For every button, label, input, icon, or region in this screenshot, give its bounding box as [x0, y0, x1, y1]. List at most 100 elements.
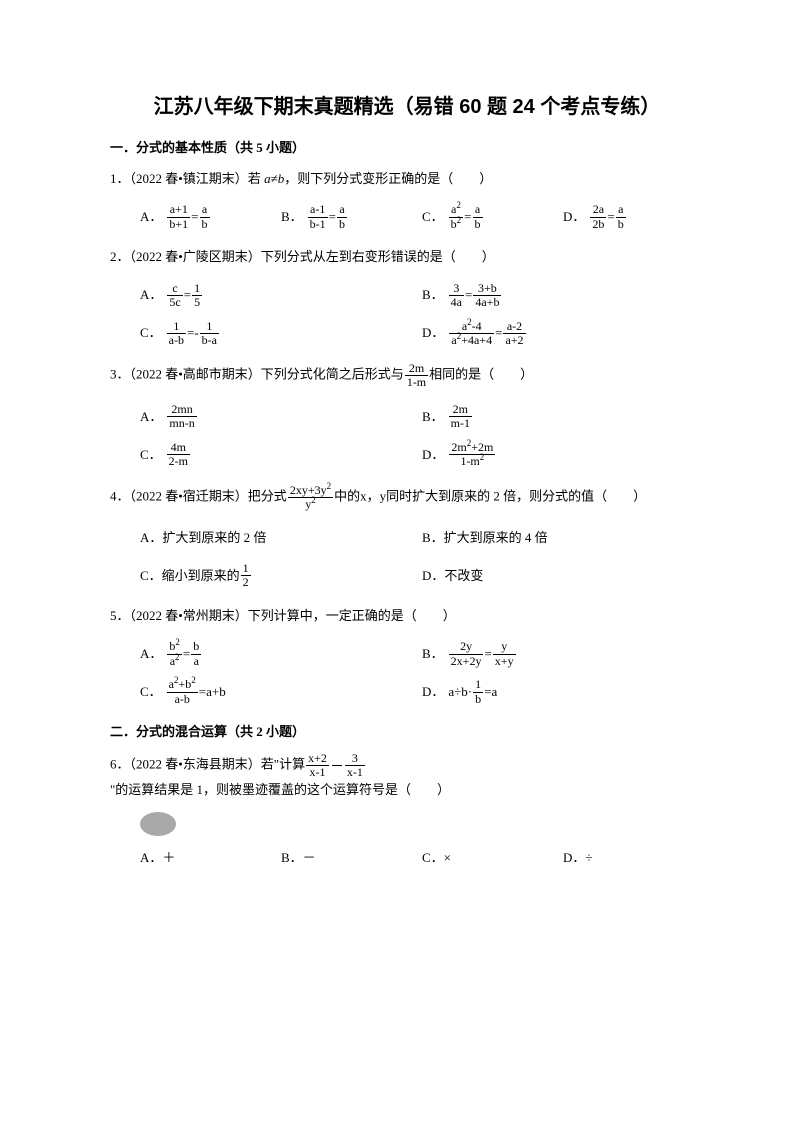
fraction: 1b-a [200, 320, 219, 347]
q1-stem: 1．（2022 春•镇江期末）若 a≠b，则下列分式变形正确的是（ ） [110, 168, 704, 190]
opt-label: A． [140, 406, 162, 428]
opt-label: B． [281, 206, 303, 228]
fraction: x+2x-1 [306, 752, 329, 779]
q1-stem-mid: a≠b [264, 171, 284, 186]
fraction: b2a2 [167, 640, 182, 667]
numer: 1 [473, 678, 483, 692]
numer: a2+b2 [167, 678, 198, 692]
opt-label: A． [140, 284, 162, 306]
eq: = [183, 643, 190, 665]
q6-stem-post: "的运算结果是 1，则被墨迹覆盖的这个运算符号是（ ） [110, 782, 450, 797]
eq: = [184, 284, 191, 306]
q3-stem-post: 相同的是（ ） [429, 367, 533, 382]
fraction: ab [200, 203, 210, 230]
q5-opt-a: A． b2a2=ba [140, 635, 422, 673]
numer: 2m [405, 362, 428, 376]
denom: 2 [241, 576, 251, 589]
denom: b [473, 218, 483, 231]
denom: y2 [288, 498, 333, 511]
q1-opt-c: C． a2b2=ab [422, 198, 563, 236]
opt-label: A． [140, 206, 162, 228]
numer: a [200, 203, 210, 217]
q4-opt-b: B．扩大到原来的 4 倍 [422, 519, 704, 557]
eq: = [464, 206, 471, 228]
fraction: a+1b+1 [167, 203, 190, 230]
q2-opt-c: C． 1a-b=-1b-a [140, 314, 422, 352]
numer: 1 [200, 320, 219, 334]
numer: 1 [167, 320, 186, 334]
blank-op [332, 765, 342, 766]
eq: = [329, 206, 336, 228]
eq: = [191, 206, 198, 228]
denom: 5 [192, 296, 202, 309]
q1-opt-d: D． 2a2b=ab [563, 198, 704, 236]
fraction: ab [473, 203, 483, 230]
denom: b-a [200, 334, 219, 347]
post: =a [484, 681, 497, 703]
numer: 2mn [167, 403, 196, 417]
fraction: 2xy+3y2y2 [288, 484, 333, 511]
opt-label: D． [563, 206, 585, 228]
numer: 1 [192, 282, 202, 296]
denom: a-b [167, 693, 198, 706]
numer: a [473, 203, 483, 217]
opt-label: D． [422, 681, 444, 703]
denom: x+y [493, 655, 516, 668]
opt-label: B． [422, 406, 444, 428]
fraction: c5c [167, 282, 182, 309]
opt-label: C． [140, 322, 162, 344]
q2-options: A． c5c=15 B． 34a=3+b4a+b C． 1a-b=-1b-a D… [140, 276, 704, 352]
eq: = [607, 206, 614, 228]
fraction: a-1b-1 [308, 203, 328, 230]
opt-label: D． [422, 444, 444, 466]
denom: x-1 [306, 766, 329, 779]
ink-blot [140, 812, 176, 836]
opt-label: C． [140, 444, 162, 466]
q6-opt-c: C．× [422, 840, 563, 878]
denom: 1-m2 [449, 455, 495, 468]
numer: x+2 [306, 752, 329, 766]
denom: b [200, 218, 210, 231]
fraction: 2m2+2m1-m2 [449, 441, 495, 468]
denom: a-b [167, 334, 186, 347]
post: =a+b [199, 681, 226, 703]
fraction: ab [616, 203, 626, 230]
denom: 4a [449, 296, 464, 309]
pre: a÷b· [448, 681, 472, 703]
denom: 1-m [405, 376, 428, 389]
denom: a [191, 655, 201, 668]
fraction: 2m1-m [405, 362, 428, 389]
eq: =- [187, 322, 199, 344]
eq: = [484, 643, 491, 665]
question-2: 2．（2022 春•广陵区期末）下列分式从左到右变形错误的是（ ） A． c5c… [110, 246, 704, 352]
opt-label: B． [422, 284, 444, 306]
q5-stem: 5．（2022 春•常州期末）下列计算中，一定正确的是（ ） [110, 605, 704, 627]
q5-opt-d: D． a÷b·1b=a [422, 673, 704, 711]
opt-label: C． [422, 206, 444, 228]
denom: b-1 [308, 218, 328, 231]
fraction: 1b [473, 678, 483, 705]
fraction: 1a-b [167, 320, 186, 347]
q4-c-pre: C．缩小到原来的 [140, 565, 240, 587]
fraction: yx+y [493, 640, 516, 667]
q6-opt-d: D．÷ [563, 840, 704, 878]
fraction: 4m2-m [167, 441, 190, 468]
q4-opt-d: D．不改变 [422, 557, 704, 595]
q5-options: A． b2a2=ba B． 2y2x+2y=yx+y C． a2+b2a-b=a… [140, 635, 704, 711]
denom: b [616, 218, 626, 231]
numer: c [167, 282, 182, 296]
question-6: 6．（2022 春•东海县期末）若"计算x+2x-13x-1"的运算结果是 1，… [110, 752, 704, 877]
denom: mn-n [167, 417, 196, 430]
page-title: 江苏八年级下期末真题精选（易错 60 题 24 个考点专练） [110, 90, 704, 119]
denom: b+1 [167, 218, 190, 231]
q2-opt-a: A． c5c=15 [140, 276, 422, 314]
q6-opt-b: B．－ [281, 840, 422, 878]
q4-stem: 4．（2022 春•宿迁期末）把分式2xy+3y2y2中的x，y同时扩大到原来的… [110, 484, 704, 511]
q1-stem-pre: 1．（2022 春•镇江期末）若 [110, 171, 264, 186]
denom: a2+4a+4 [449, 334, 494, 347]
q1-stem-post: ，则下列分式变形正确的是（ ） [284, 171, 492, 186]
q4-opt-a: A．扩大到原来的 2 倍 [140, 519, 422, 557]
opt-label: D． [422, 322, 444, 344]
denom: a+2 [503, 334, 525, 347]
denom: 2x+2y [449, 655, 484, 668]
